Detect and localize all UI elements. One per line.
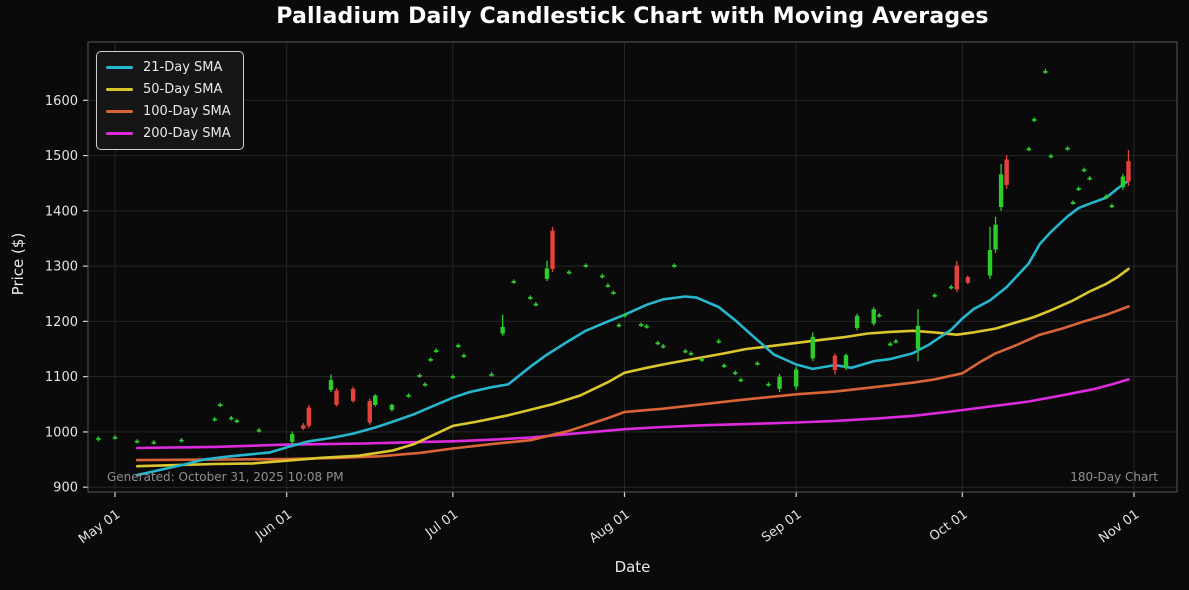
legend-label: 100-Day SMA <box>143 104 231 119</box>
sma21-line-swatch-icon <box>106 65 133 70</box>
sma200-line-swatch-icon <box>106 131 133 136</box>
legend-item-100-day-sma: 100-Day SMA <box>106 103 231 120</box>
svg-text:Sep 01: Sep 01 <box>759 507 804 546</box>
y-axis-label: Price ($) <box>9 232 27 296</box>
svg-text:900: 900 <box>53 481 78 496</box>
svg-text:1300: 1300 <box>45 260 78 275</box>
svg-text:1600: 1600 <box>45 94 78 109</box>
svg-text:1100: 1100 <box>45 370 78 385</box>
legend-item-50-day-sma: 50-Day SMA <box>106 81 231 98</box>
chart-duration-note: 180-Day Chart <box>1070 470 1158 484</box>
svg-text:Oct 01: Oct 01 <box>927 507 971 545</box>
legend-label: 50-Day SMA <box>143 82 223 97</box>
svg-text:1400: 1400 <box>45 204 78 219</box>
svg-text:Aug 01: Aug 01 <box>587 507 633 546</box>
svg-text:1200: 1200 <box>45 315 78 330</box>
legend-item-200-day-sma: 200-Day SMA <box>106 125 231 142</box>
svg-text:Jun 01: Jun 01 <box>252 507 295 544</box>
sma50-line-swatch-icon <box>106 87 133 92</box>
sma100-line-swatch-icon <box>106 109 133 114</box>
x-axis-label: Date <box>614 558 651 576</box>
svg-text:1000: 1000 <box>45 425 78 440</box>
svg-text:1500: 1500 <box>45 149 78 164</box>
svg-text:May 01: May 01 <box>76 507 123 547</box>
legend: 21-Day SMA 50-Day SMA 100-Day SMA 200-Da… <box>96 51 244 150</box>
svg-text:Jul 01: Jul 01 <box>422 507 461 541</box>
chart-title: Palladium Daily Candlestick Chart with M… <box>276 4 989 29</box>
generated-timestamp-note: Generated: October 31, 2025 10:08 PM <box>107 470 344 484</box>
legend-item-21-day-sma: 21-Day SMA <box>106 59 231 76</box>
legend-label: 21-Day SMA <box>143 60 223 75</box>
svg-text:Nov 01: Nov 01 <box>1096 507 1142 546</box>
legend-label: 200-Day SMA <box>143 126 231 141</box>
